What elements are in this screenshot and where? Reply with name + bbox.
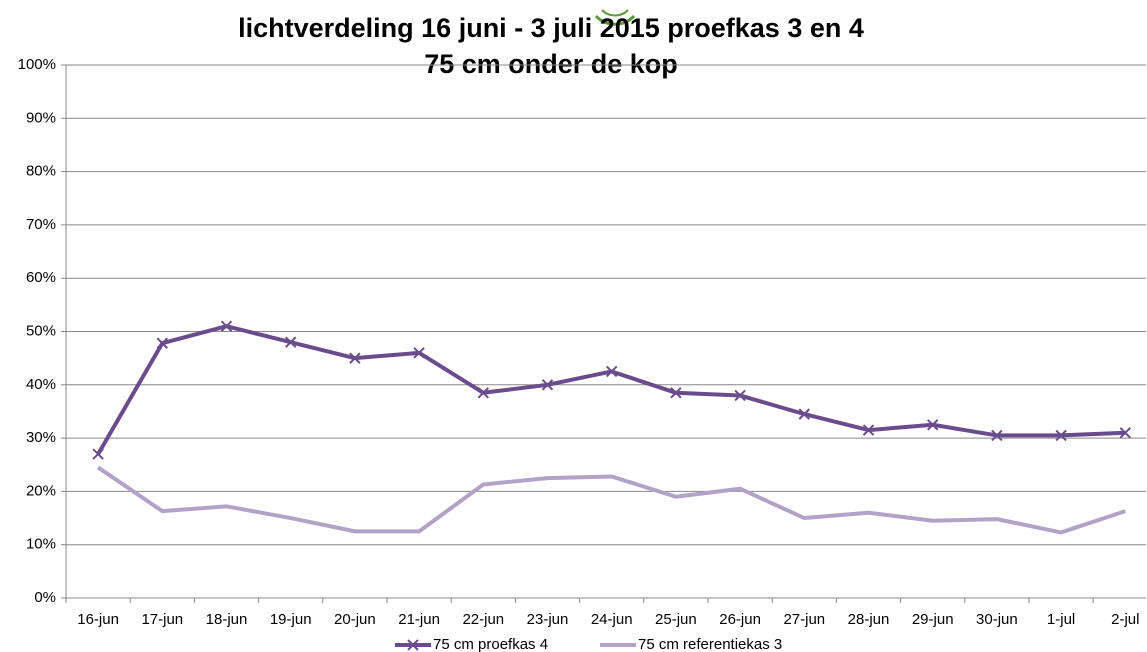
x-tick-label: 30-jun xyxy=(976,611,1018,628)
marker xyxy=(798,408,811,420)
chart-subtitle: 75 cm onder de kop xyxy=(424,49,678,79)
marker xyxy=(926,419,939,431)
y-tick-label: 50% xyxy=(26,322,56,339)
legend-marker xyxy=(407,639,419,651)
x-tick-label: 24-jun xyxy=(591,611,633,628)
y-tick-label: 0% xyxy=(34,589,56,606)
marker xyxy=(92,448,104,460)
y-tick-label: 30% xyxy=(26,429,56,446)
x-tick-label: 29-jun xyxy=(912,611,954,628)
marker xyxy=(349,352,361,364)
y-tick-label: 90% xyxy=(26,109,56,126)
legend-label: 75 cm referentiekas 3 xyxy=(638,636,782,652)
x-tick-label: 27-jun xyxy=(783,611,825,628)
x-tick-label: 2-jul xyxy=(1111,611,1139,628)
x-tick-label: 19-jun xyxy=(270,611,312,628)
marker xyxy=(605,365,618,378)
marker xyxy=(541,379,554,391)
marker xyxy=(1055,429,1067,442)
marker xyxy=(1119,427,1132,439)
x-tick-label: 28-jun xyxy=(848,611,890,628)
logo xyxy=(594,14,636,26)
legend-label: 75 cm proefkas 4 xyxy=(433,636,548,652)
marker xyxy=(477,387,490,399)
logo xyxy=(601,9,629,17)
marker xyxy=(991,429,1003,442)
chart-title: lichtverdeling 16 juni - 3 juli 2015 pro… xyxy=(238,13,864,43)
x-tick-label: 23-jun xyxy=(527,611,569,628)
line xyxy=(96,465,1126,535)
marker xyxy=(220,320,233,332)
marker xyxy=(413,347,425,359)
marker xyxy=(670,387,682,399)
x-tick-label: 17-jun xyxy=(141,611,183,628)
x-tick-label: 20-jun xyxy=(334,611,376,628)
marker xyxy=(284,336,297,348)
y-tick-label: 10% xyxy=(26,536,56,553)
marker xyxy=(734,389,746,402)
marker xyxy=(156,337,169,349)
x-tick-label: 16-jun xyxy=(77,611,119,628)
x-tick-label: 26-jun xyxy=(719,611,761,628)
y-tick-label: 20% xyxy=(26,482,56,499)
y-tick-label: 60% xyxy=(26,269,56,286)
y-tick-label: 40% xyxy=(26,376,56,393)
marker xyxy=(862,424,875,436)
x-tick-label: 25-jun xyxy=(655,611,697,628)
y-tick-label: 70% xyxy=(26,216,56,233)
x-tick-label: 18-jun xyxy=(206,611,248,628)
x-tick-label: 1-jul xyxy=(1047,611,1075,628)
x-tick-label: 21-jun xyxy=(398,611,440,628)
x-tick-label: 22-jun xyxy=(462,611,504,628)
y-tick-label: 80% xyxy=(26,163,56,180)
y-tick-label: 100% xyxy=(18,56,56,73)
line xyxy=(96,324,1126,456)
